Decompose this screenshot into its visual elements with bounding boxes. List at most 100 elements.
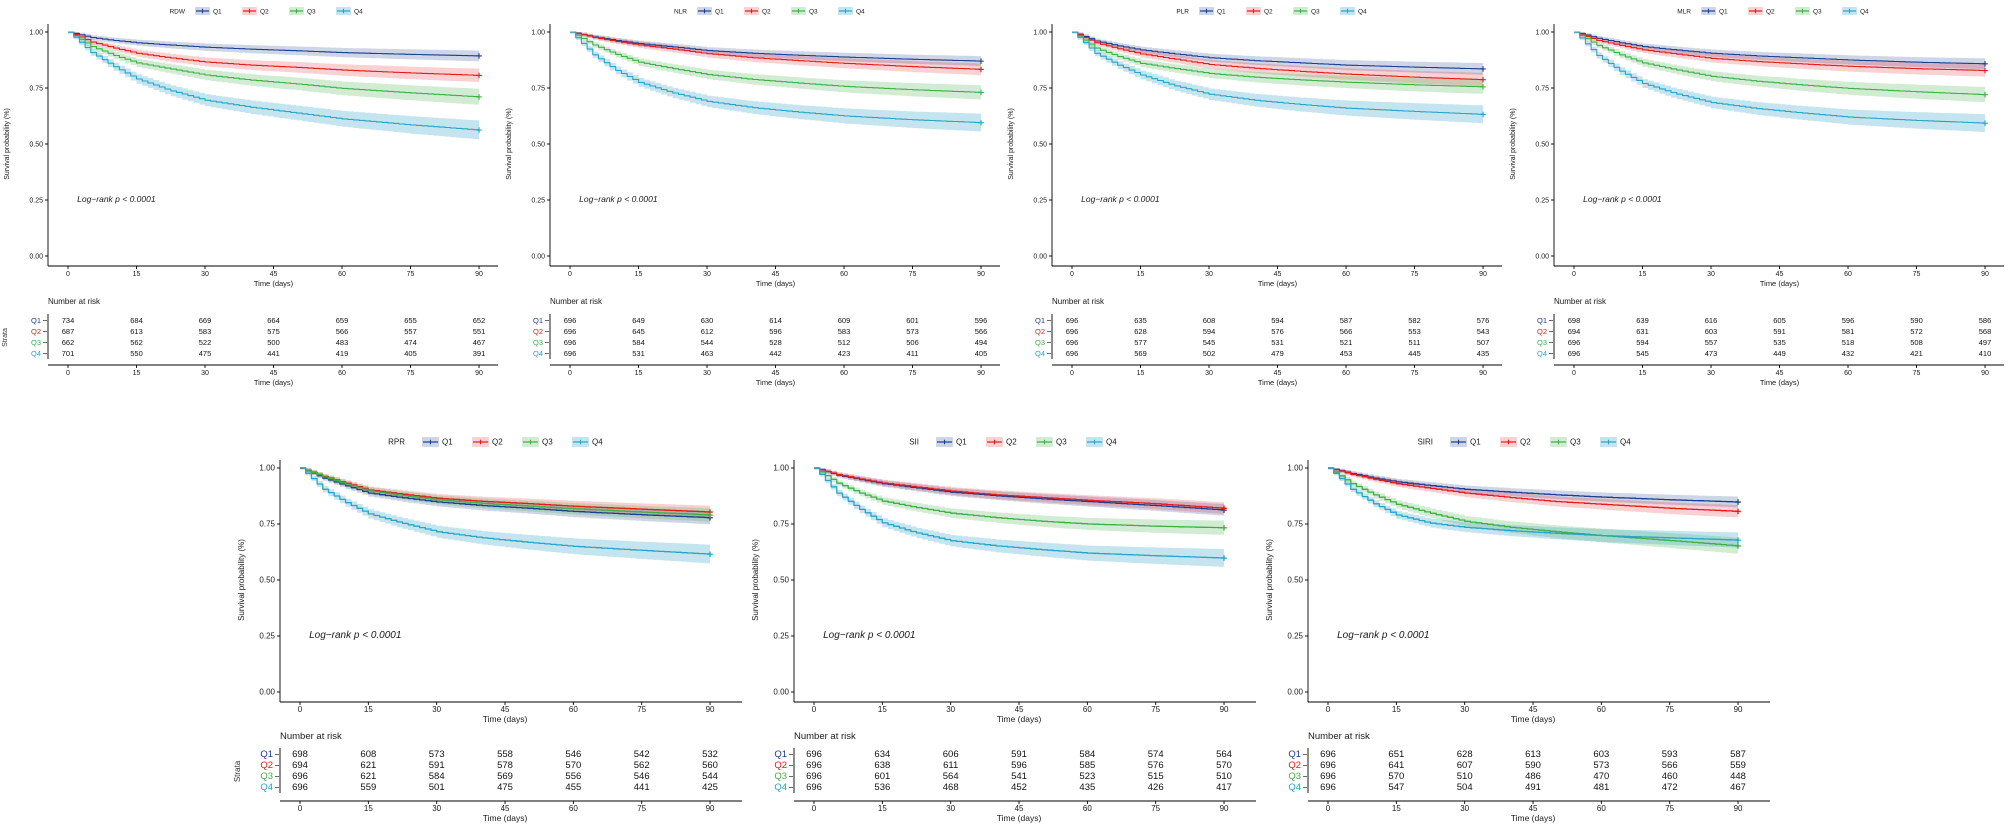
km-panel-PLR: PLR Q1 Q2 Q3 Q4 Survival probability (%) 1.00 0… bbox=[1008, 7, 1502, 387]
risk-row-label: Q2 bbox=[774, 760, 787, 771]
risk-count: 578 bbox=[497, 760, 513, 771]
svg-text:30: 30 bbox=[703, 370, 711, 377]
risk-count: 590 bbox=[1910, 316, 1923, 325]
svg-text:0: 0 bbox=[298, 804, 303, 813]
risk-count: 523 bbox=[1079, 771, 1095, 782]
risk-count: 641 bbox=[1388, 760, 1404, 771]
risk-table: Number at risk Q1 698 608 573 558 546 542 532 Q2 6… bbox=[260, 731, 718, 793]
svg-text:0.75: 0.75 bbox=[773, 520, 789, 529]
logrank-label: Log−rank p < 0.0001 bbox=[579, 194, 658, 204]
svg-text:90: 90 bbox=[1734, 705, 1743, 714]
svg-text:15: 15 bbox=[364, 705, 373, 714]
svg-text:45: 45 bbox=[1274, 370, 1282, 377]
svg-text:0.00: 0.00 bbox=[531, 254, 545, 261]
ci-band-PLR-Q3 bbox=[1072, 32, 1483, 94]
svg-text:15: 15 bbox=[1392, 804, 1401, 813]
legend-label: Q2 bbox=[492, 438, 503, 447]
risk-count: 696 bbox=[564, 316, 577, 325]
risk-row-label: Q2 bbox=[1537, 327, 1547, 336]
risk-count: 575 bbox=[267, 327, 280, 336]
svg-text:45: 45 bbox=[1529, 705, 1538, 714]
svg-text:0.50: 0.50 bbox=[773, 576, 789, 585]
risk-count: 544 bbox=[701, 338, 714, 347]
legend-label: Q3 bbox=[1813, 9, 1822, 16]
risk-count: 475 bbox=[497, 782, 513, 793]
risk-count: 576 bbox=[1271, 327, 1284, 336]
km-curve-RDW-Q4 bbox=[68, 31, 480, 131]
risk-count: 557 bbox=[1705, 338, 1718, 347]
risk-count: 613 bbox=[130, 327, 143, 336]
svg-text:60: 60 bbox=[1083, 804, 1092, 813]
risk-count: 584 bbox=[632, 338, 645, 347]
risk-count: 468 bbox=[943, 782, 959, 793]
svg-text:75: 75 bbox=[1665, 804, 1674, 813]
x-axis: 0 15 30 45 60 75 90 Time (days) bbox=[280, 701, 742, 724]
risk-count: 669 bbox=[199, 316, 212, 325]
ci-band-PLR-Q4 bbox=[1072, 32, 1483, 124]
km-curve-MLR-Q3 bbox=[1574, 31, 1986, 96]
risk-row-label: Q2 bbox=[31, 327, 41, 336]
risk-count: 696 bbox=[806, 760, 822, 771]
risk-count: 628 bbox=[1134, 327, 1147, 336]
risk-row-label: Q3 bbox=[1537, 338, 1547, 347]
risk-count: 573 bbox=[429, 749, 445, 760]
svg-text:45: 45 bbox=[1015, 804, 1024, 813]
risk-table-header: Number at risk bbox=[550, 297, 603, 306]
legend: MLR Q1 Q2 Q3 Q4 bbox=[1677, 7, 1869, 16]
legend-label: Q4 bbox=[354, 9, 363, 16]
svg-text:0: 0 bbox=[1070, 370, 1074, 377]
risk-count: 611 bbox=[943, 760, 958, 771]
svg-text:0.50: 0.50 bbox=[1535, 142, 1549, 149]
legend-label: Q4 bbox=[1620, 438, 1631, 447]
risk-count: 651 bbox=[1388, 749, 1404, 760]
legend: NLR Q1 Q2 Q3 Q4 bbox=[674, 7, 865, 16]
logrank-label: Log−rank p < 0.0001 bbox=[1081, 194, 1160, 204]
legend-title: SII bbox=[909, 438, 919, 447]
risk-count: 475 bbox=[199, 349, 212, 358]
y-axis: 1.00 0.75 0.50 0.25 0.00 bbox=[29, 24, 49, 266]
legend-label: Q1 bbox=[213, 9, 222, 16]
risk-count: 472 bbox=[1662, 782, 1678, 793]
risk-x-axis: 0 15 30 45 60 75 90 Time (days) bbox=[1554, 364, 2004, 387]
risk-table-header: Number at risk bbox=[1554, 297, 1607, 306]
risk-count: 550 bbox=[130, 349, 143, 358]
km-curve-SII-Q1 bbox=[814, 467, 1225, 511]
svg-text:60: 60 bbox=[1844, 271, 1852, 278]
svg-text:0: 0 bbox=[1326, 804, 1331, 813]
ci-band-MLR-Q2 bbox=[1574, 32, 1985, 77]
x-axis-title: Time (days) bbox=[483, 714, 528, 724]
svg-text:1.00: 1.00 bbox=[1287, 464, 1303, 473]
risk-count: 687 bbox=[62, 327, 75, 336]
risk-row-label: Q3 bbox=[774, 771, 787, 782]
risk-count: 500 bbox=[267, 338, 280, 347]
risk-count: 606 bbox=[943, 749, 959, 760]
risk-count: 612 bbox=[701, 327, 714, 336]
risk-row-label: Q1 bbox=[31, 316, 41, 325]
risk-row-label: Q1 bbox=[774, 749, 787, 760]
svg-text:0.25: 0.25 bbox=[531, 198, 545, 205]
risk-count: 587 bbox=[1340, 316, 1353, 325]
risk-count: 583 bbox=[199, 327, 212, 336]
risk-row-label: Q3 bbox=[533, 338, 543, 347]
risk-count: 531 bbox=[632, 349, 645, 358]
svg-text:15: 15 bbox=[1392, 705, 1401, 714]
risk-count: 590 bbox=[1525, 760, 1541, 771]
ci-band-RPR-Q3 bbox=[300, 468, 710, 522]
risk-count: 591 bbox=[429, 760, 445, 771]
legend-title: MLR bbox=[1677, 9, 1691, 16]
risk-count: 391 bbox=[473, 349, 486, 358]
risk-count: 634 bbox=[874, 749, 890, 760]
risk-row-label: Q2 bbox=[1035, 327, 1045, 336]
km-curve-PLR-Q4 bbox=[1072, 31, 1484, 115]
risk-table-header: Number at risk bbox=[794, 731, 856, 742]
svg-text:0.75: 0.75 bbox=[1287, 520, 1303, 529]
risk-count: 596 bbox=[769, 327, 782, 336]
svg-text:0.50: 0.50 bbox=[1287, 576, 1303, 585]
svg-text:90: 90 bbox=[977, 271, 985, 278]
risk-count: 577 bbox=[1134, 338, 1147, 347]
risk-table: Number at risk Q1 698 639 616 605 596 590 586 Q2 6… bbox=[1537, 297, 1991, 359]
svg-text:30: 30 bbox=[946, 705, 955, 714]
km-curves bbox=[68, 31, 482, 133]
km-curve-PLR-Q3 bbox=[1072, 31, 1484, 88]
ci-band-MLR-Q4 bbox=[1574, 32, 1985, 133]
